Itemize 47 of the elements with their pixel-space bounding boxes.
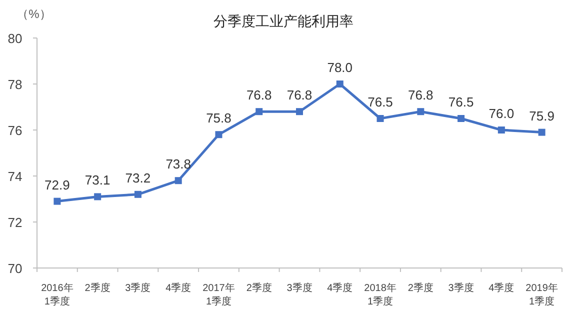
- data-label: 73.8: [166, 156, 191, 172]
- point: [256, 108, 263, 116]
- point: [174, 177, 182, 184]
- data-label: 76.8: [408, 88, 434, 103]
- point: [417, 108, 424, 116]
- data-label: 76.5: [368, 94, 393, 110]
- point: [538, 128, 546, 136]
- data-label: 73.1: [84, 172, 110, 188]
- y-tick-label: 76: [8, 123, 22, 138]
- data-label: 72.9: [44, 177, 70, 192]
- data-label: 78.0: [327, 60, 353, 75]
- x-tick-label: 2018年 1季度: [364, 282, 396, 308]
- data-label: 76.8: [286, 88, 312, 103]
- y-tick-label: 70: [8, 261, 22, 276]
- x-tick-label: 3季度: [125, 282, 151, 294]
- data-label: 76.5: [448, 94, 474, 110]
- x-tick-label: 2016年 1季度: [41, 282, 74, 308]
- y-tick-label: 80: [8, 31, 22, 46]
- x-tick-label: 2季度: [246, 282, 272, 294]
- point: [296, 108, 303, 116]
- x-tick-label: 4季度: [488, 282, 514, 294]
- data-label: 76.0: [488, 106, 514, 121]
- point: [215, 131, 222, 138]
- point: [498, 126, 505, 134]
- x-tick-label: 2017年 1季度: [202, 282, 235, 308]
- point: [94, 193, 102, 200]
- point: [134, 190, 142, 198]
- data-label: 75.9: [529, 108, 554, 124]
- x-tick-label: 2季度: [84, 282, 110, 294]
- x-tick-label: 2019年 1季度: [526, 282, 558, 308]
- y-axis-title: （%）: [16, 7, 52, 21]
- chart-title: 分季度工业产能利用率: [214, 13, 354, 29]
- point: [458, 115, 465, 122]
- point: [336, 80, 344, 88]
- x-tick-label: 4季度: [166, 282, 192, 294]
- point: [54, 198, 61, 205]
- x-tick-label: 2季度: [408, 282, 434, 294]
- y-tick-label: 78: [8, 77, 22, 92]
- point: [376, 115, 384, 122]
- x-tick-label: 3季度: [448, 282, 474, 294]
- x-tick-label: 3季度: [286, 282, 312, 294]
- data-label: 73.2: [125, 170, 151, 186]
- y-tick-label: 74: [8, 169, 22, 184]
- data-label: 76.8: [246, 88, 272, 103]
- x-tick-label: 4季度: [327, 282, 353, 294]
- y-tick-label: 72: [8, 215, 22, 230]
- data-label: 75.8: [206, 110, 232, 126]
